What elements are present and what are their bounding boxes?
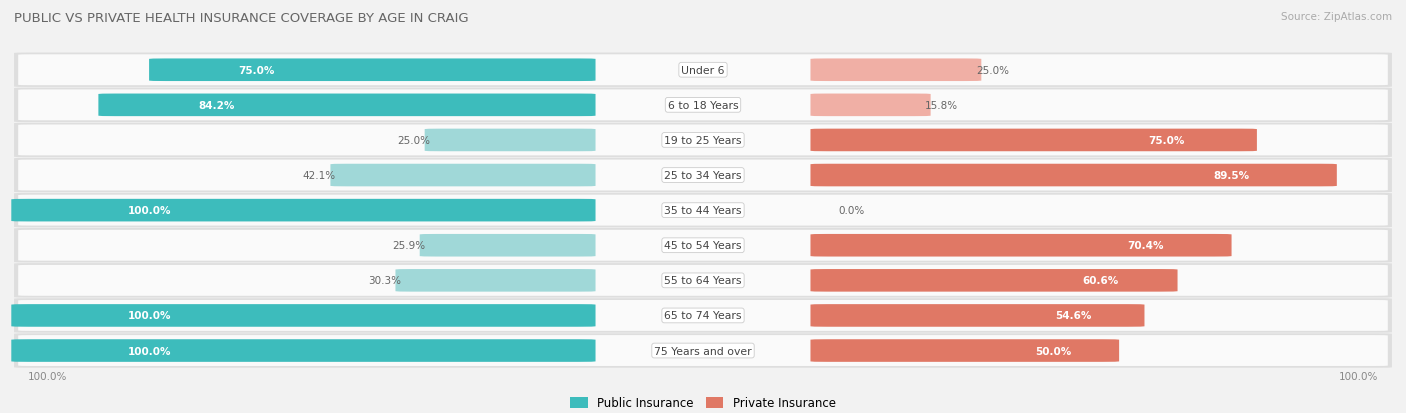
FancyBboxPatch shape bbox=[18, 265, 1388, 296]
FancyBboxPatch shape bbox=[810, 129, 1257, 152]
Text: PUBLIC VS PRIVATE HEALTH INSURANCE COVERAGE BY AGE IN CRAIG: PUBLIC VS PRIVATE HEALTH INSURANCE COVER… bbox=[14, 12, 468, 25]
FancyBboxPatch shape bbox=[810, 234, 1232, 257]
FancyBboxPatch shape bbox=[14, 228, 1392, 263]
FancyBboxPatch shape bbox=[810, 269, 1178, 292]
FancyBboxPatch shape bbox=[810, 59, 981, 82]
FancyBboxPatch shape bbox=[11, 304, 596, 327]
Text: 30.3%: 30.3% bbox=[368, 275, 401, 286]
FancyBboxPatch shape bbox=[14, 299, 1392, 333]
Text: 0.0%: 0.0% bbox=[838, 206, 865, 216]
FancyBboxPatch shape bbox=[18, 90, 1388, 121]
FancyBboxPatch shape bbox=[810, 164, 1337, 187]
FancyBboxPatch shape bbox=[14, 334, 1392, 368]
Text: 54.6%: 54.6% bbox=[1056, 311, 1092, 320]
Text: 50.0%: 50.0% bbox=[1035, 346, 1071, 356]
FancyBboxPatch shape bbox=[18, 195, 1388, 226]
Text: 25.0%: 25.0% bbox=[396, 135, 430, 146]
Text: 89.5%: 89.5% bbox=[1213, 171, 1250, 180]
FancyBboxPatch shape bbox=[420, 234, 596, 257]
FancyBboxPatch shape bbox=[14, 88, 1392, 123]
Text: 25.0%: 25.0% bbox=[976, 66, 1010, 76]
Text: 65 to 74 Years: 65 to 74 Years bbox=[664, 311, 742, 320]
FancyBboxPatch shape bbox=[810, 94, 931, 117]
Text: 100.0%: 100.0% bbox=[128, 346, 172, 356]
Text: 75.0%: 75.0% bbox=[239, 66, 274, 76]
Text: 6 to 18 Years: 6 to 18 Years bbox=[668, 101, 738, 111]
FancyBboxPatch shape bbox=[14, 123, 1392, 158]
Text: Under 6: Under 6 bbox=[682, 66, 724, 76]
FancyBboxPatch shape bbox=[18, 125, 1388, 156]
Text: 100.0%: 100.0% bbox=[128, 311, 172, 320]
FancyBboxPatch shape bbox=[14, 263, 1392, 298]
FancyBboxPatch shape bbox=[425, 129, 596, 152]
Text: 100.0%: 100.0% bbox=[1339, 371, 1378, 381]
Text: 55 to 64 Years: 55 to 64 Years bbox=[664, 275, 742, 286]
Text: 19 to 25 Years: 19 to 25 Years bbox=[664, 135, 742, 146]
FancyBboxPatch shape bbox=[810, 339, 1119, 362]
Text: 84.2%: 84.2% bbox=[198, 101, 235, 111]
Legend: Public Insurance, Private Insurance: Public Insurance, Private Insurance bbox=[565, 392, 841, 413]
Text: 100.0%: 100.0% bbox=[128, 206, 172, 216]
Text: 45 to 54 Years: 45 to 54 Years bbox=[664, 241, 742, 251]
FancyBboxPatch shape bbox=[14, 159, 1392, 193]
Text: 60.6%: 60.6% bbox=[1083, 275, 1119, 286]
FancyBboxPatch shape bbox=[14, 193, 1392, 228]
FancyBboxPatch shape bbox=[98, 94, 596, 117]
Text: 75 Years and over: 75 Years and over bbox=[654, 346, 752, 356]
Text: 25.9%: 25.9% bbox=[392, 241, 425, 251]
FancyBboxPatch shape bbox=[810, 304, 1144, 327]
Text: 25 to 34 Years: 25 to 34 Years bbox=[664, 171, 742, 180]
FancyBboxPatch shape bbox=[18, 230, 1388, 261]
Text: 100.0%: 100.0% bbox=[28, 371, 67, 381]
FancyBboxPatch shape bbox=[14, 53, 1392, 88]
FancyBboxPatch shape bbox=[149, 59, 596, 82]
FancyBboxPatch shape bbox=[330, 164, 596, 187]
FancyBboxPatch shape bbox=[11, 199, 596, 222]
FancyBboxPatch shape bbox=[18, 300, 1388, 331]
Text: 35 to 44 Years: 35 to 44 Years bbox=[664, 206, 742, 216]
Text: 42.1%: 42.1% bbox=[302, 171, 336, 180]
FancyBboxPatch shape bbox=[18, 160, 1388, 191]
FancyBboxPatch shape bbox=[395, 269, 596, 292]
Text: 15.8%: 15.8% bbox=[925, 101, 959, 111]
FancyBboxPatch shape bbox=[11, 339, 596, 362]
Text: 70.4%: 70.4% bbox=[1128, 241, 1163, 251]
Text: 75.0%: 75.0% bbox=[1147, 135, 1184, 146]
Text: Source: ZipAtlas.com: Source: ZipAtlas.com bbox=[1281, 12, 1392, 22]
FancyBboxPatch shape bbox=[18, 335, 1388, 366]
FancyBboxPatch shape bbox=[18, 55, 1388, 86]
